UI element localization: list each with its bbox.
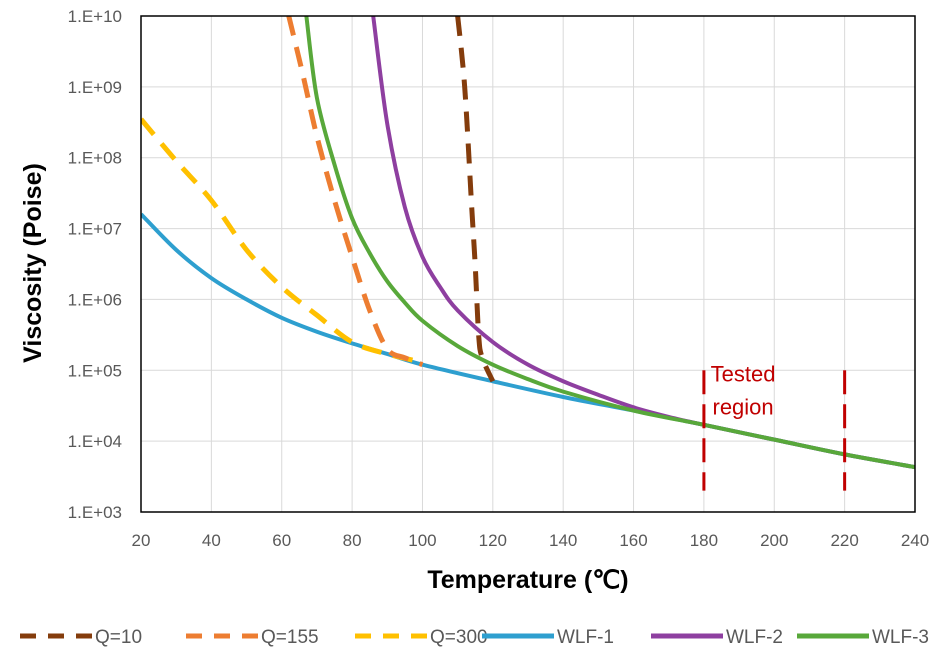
x-tick-label: 220 [830, 531, 858, 550]
plot-border [140, 15, 916, 513]
x-tick-label: 60 [272, 531, 291, 550]
series-line-q-155 [286, 16, 424, 368]
y-tick-label: 1.E+04 [68, 432, 122, 451]
legend-label: WLF-2 [726, 627, 783, 648]
legend-label: Q=155 [261, 627, 319, 648]
x-tick-label: 140 [549, 531, 577, 550]
y-tick-label: 1.E+08 [68, 149, 122, 168]
x-tick-label: 100 [408, 531, 436, 550]
y-tick-label: 1.E+10 [68, 7, 122, 26]
y-tick-label: 1.E+06 [68, 290, 122, 309]
x-tick-label: 120 [479, 531, 507, 550]
legend-label: Q=300 [430, 627, 488, 648]
x-axis-title: Temperature (℃) [427, 566, 628, 594]
x-tick-label: 80 [343, 531, 362, 550]
y-tick-label: 1.E+09 [68, 78, 122, 97]
x-tick-labels: 20 40 60 80 100 120 140 160 180 200 220 240 [132, 531, 930, 550]
legend-label: WLF-1 [557, 627, 614, 648]
tested-region-label: Tested region [711, 361, 776, 419]
x-tick-label: 180 [690, 531, 718, 550]
x-tick-label: 200 [760, 531, 788, 550]
series-line-wlf-1 [141, 212, 915, 470]
annotations: Tested region [702, 361, 847, 491]
x-tick-label: 160 [619, 531, 647, 550]
y-tick-label: 1.E+03 [68, 503, 122, 522]
y-axis-title: Viscosity (Poise) [19, 163, 47, 363]
series-line-wlf-2 [371, 16, 915, 470]
y-tick-labels: 1.E+03 1.E+04 1.E+05 1.E+06 1.E+07 1.E+08 1.E+… [68, 7, 122, 522]
x-tick-label: 40 [202, 531, 221, 550]
series-lines [141, 16, 915, 470]
y-tick-label: 1.E+07 [68, 220, 122, 239]
legend-label: WLF-3 [872, 627, 929, 648]
grid-lines [141, 16, 915, 512]
legend-label: Q=10 [95, 627, 142, 648]
legend: Q=10 Q=155 Q=300 WLF-1 WLF-2 WLF-3 [20, 627, 929, 648]
series-line-q-300 [141, 117, 424, 365]
x-tick-label: 240 [901, 531, 929, 550]
x-tick-label: 20 [132, 531, 151, 550]
y-tick-label: 1.E+05 [68, 361, 122, 380]
series-line-q-10 [455, 16, 496, 383]
series-line-wlf-3 [304, 16, 915, 470]
